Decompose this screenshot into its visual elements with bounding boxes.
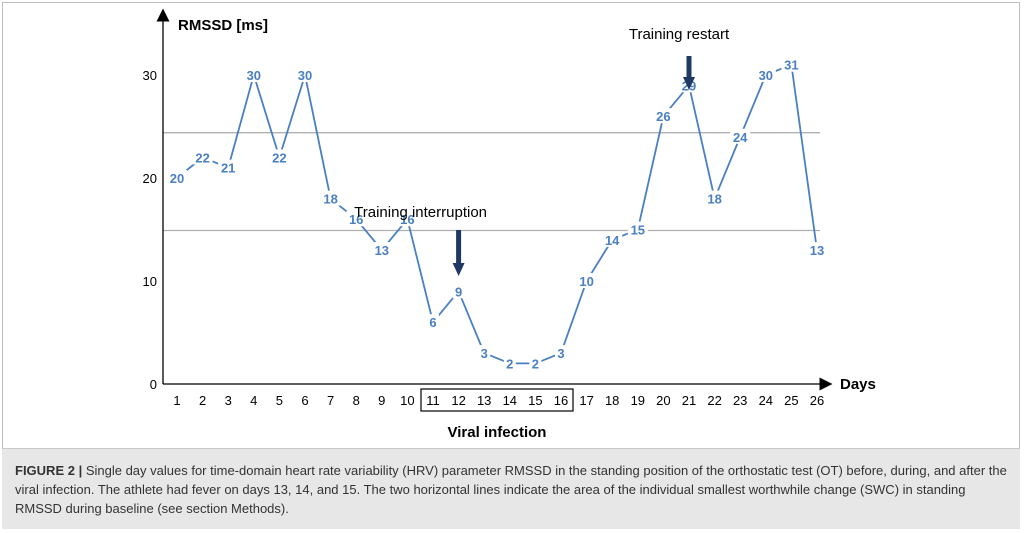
- data-point-7: [320, 190, 341, 206]
- data-label-day-7: 18: [323, 192, 337, 207]
- data-point-5: [269, 149, 290, 165]
- data-label-day-26: 13: [810, 243, 824, 258]
- data-point-20: [653, 108, 674, 124]
- x-tick-label-24: 24: [759, 393, 773, 408]
- x-tick-label-6: 6: [301, 393, 308, 408]
- data-label-day-23: 24: [733, 130, 748, 145]
- y-tick-label-0: 0: [150, 377, 157, 392]
- x-axis-title: Days: [840, 376, 876, 393]
- data-point-19: [627, 221, 648, 237]
- data-point-2: [192, 149, 213, 165]
- data-label-day-20: 26: [656, 109, 670, 124]
- data-label-day-8: 16: [349, 212, 363, 227]
- x-tick-label-8: 8: [353, 393, 360, 408]
- x-tick-label-17: 17: [579, 393, 593, 408]
- training-restart-arrow-shaft: [686, 56, 692, 77]
- data-point-14: [503, 355, 516, 371]
- data-point-4: [243, 67, 264, 82]
- data-point-24: [755, 67, 776, 82]
- data-point-23: [730, 128, 751, 144]
- data-label-day-25: 31: [784, 58, 798, 73]
- data-label-day-24: 30: [759, 68, 773, 83]
- x-tick-label-18: 18: [605, 393, 619, 408]
- training-restart-label: Training restart: [629, 26, 730, 43]
- viral-infection-box: [420, 388, 574, 412]
- x-tick-label-3: 3: [225, 393, 232, 408]
- data-point-1: [167, 170, 187, 185]
- x-tick-label-14: 14: [503, 393, 517, 408]
- x-tick-label-11: 11: [426, 393, 440, 408]
- x-tick-label-4: 4: [250, 393, 257, 408]
- data-label-day-16: 3: [557, 346, 564, 361]
- data-point-10: [397, 211, 418, 227]
- x-tick-label-2: 2: [199, 393, 206, 408]
- x-tick-label-10: 10: [400, 393, 414, 408]
- data-point-9: [371, 242, 392, 258]
- viral-infection-label: Viral infection: [448, 424, 547, 441]
- rmssd-series-line: [176, 63, 818, 365]
- training-restart-arrow-head: [683, 77, 695, 90]
- data-point-16: [555, 345, 567, 361]
- data-label-day-13: 3: [481, 346, 488, 361]
- x-tick-label-19: 19: [631, 393, 645, 408]
- data-label-day-5: 22: [272, 150, 286, 165]
- x-tick-label-1: 1: [173, 393, 180, 408]
- x-tick-label-13: 13: [477, 393, 491, 408]
- data-point-15: [529, 355, 542, 371]
- x-tick-label-16: 16: [554, 393, 568, 408]
- data-point-26: [807, 242, 827, 258]
- x-tick-label-7: 7: [327, 393, 334, 408]
- x-tick-label-9: 9: [378, 393, 385, 408]
- training-interruption-arrow-shaft: [456, 230, 462, 263]
- data-point-6: [295, 67, 315, 82]
- x-tick-label-22: 22: [707, 393, 721, 408]
- x-tick-label-23: 23: [733, 393, 747, 408]
- x-tick-label-15: 15: [528, 393, 542, 408]
- data-label-day-19: 15: [631, 223, 645, 238]
- data-label-day-12: 9: [455, 284, 462, 299]
- data-label-day-1: 20: [170, 171, 184, 186]
- x-tick-label-12: 12: [451, 393, 465, 408]
- training-interruption-arrow-head: [452, 263, 465, 276]
- data-point-8: [346, 211, 367, 227]
- x-tick-label-25: 25: [784, 393, 798, 408]
- caption-text: Single day values for time-domain heart …: [15, 463, 1007, 516]
- data-label-day-17: 10: [579, 274, 593, 289]
- data-label-day-22: 18: [707, 192, 721, 207]
- y-tick-label-10: 10: [143, 274, 157, 289]
- data-point-3: [218, 159, 239, 175]
- data-point-17: [576, 273, 597, 288]
- x-tick-label-20: 20: [656, 393, 670, 408]
- data-label-day-9: 13: [375, 243, 389, 258]
- y-tick-label-30: 30: [143, 68, 157, 83]
- data-point-12: [452, 283, 465, 299]
- data-point-22: [704, 190, 725, 206]
- x-tick-label-26: 26: [810, 393, 824, 408]
- data-label-day-14: 2: [506, 356, 513, 371]
- y-tick-label-20: 20: [143, 171, 157, 186]
- data-point-25: [781, 56, 802, 72]
- data-point-11: [427, 314, 439, 330]
- data-label-day-6: 30: [298, 68, 312, 83]
- figure-caption: FIGURE 2 | Single day values for time-do…: [2, 448, 1020, 529]
- x-tick-label-21: 21: [682, 393, 696, 408]
- training-interruption-label: Training interruption: [354, 204, 487, 221]
- y-axis-title: RMSSD [ms]: [178, 17, 268, 34]
- caption-label: FIGURE 2 |: [15, 463, 83, 478]
- data-label-day-3: 21: [221, 161, 235, 176]
- data-label-day-2: 22: [195, 150, 209, 165]
- data-label-day-18: 14: [605, 233, 620, 248]
- data-label-day-15: 2: [532, 356, 539, 371]
- data-label-day-10: 16: [400, 212, 414, 227]
- data-point-18: [602, 231, 623, 247]
- data-point-13: [478, 345, 491, 361]
- x-tick-label-5: 5: [276, 393, 283, 408]
- data-label-day-11: 6: [429, 315, 436, 330]
- data-label-day-4: 30: [247, 68, 261, 83]
